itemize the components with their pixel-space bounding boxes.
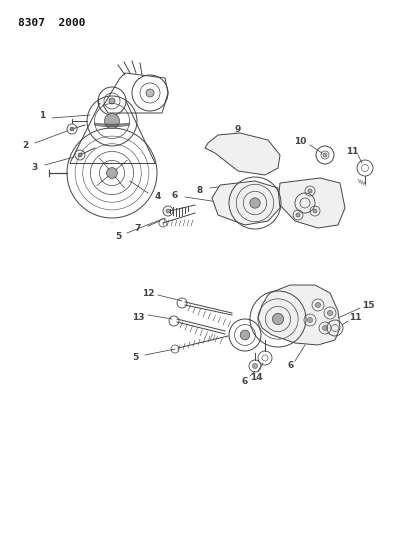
- Text: 7: 7: [135, 223, 141, 232]
- Text: 6: 6: [241, 376, 247, 385]
- Circle shape: [146, 89, 154, 97]
- Text: 10: 10: [293, 136, 306, 146]
- Circle shape: [322, 153, 326, 157]
- Circle shape: [327, 311, 332, 316]
- Text: 11: 11: [345, 147, 357, 156]
- Circle shape: [307, 318, 312, 322]
- Circle shape: [322, 326, 327, 330]
- Circle shape: [312, 209, 316, 213]
- Circle shape: [307, 189, 311, 193]
- Text: 12: 12: [142, 288, 154, 297]
- Text: 8307  2000: 8307 2000: [18, 18, 85, 28]
- Circle shape: [272, 313, 283, 325]
- Circle shape: [249, 198, 260, 208]
- Text: 6: 6: [287, 360, 293, 369]
- Polygon shape: [211, 181, 279, 225]
- Circle shape: [70, 127, 74, 131]
- Text: 4: 4: [155, 191, 161, 200]
- Circle shape: [166, 209, 170, 213]
- Text: 8: 8: [196, 185, 202, 195]
- Text: 13: 13: [131, 313, 144, 322]
- Text: 9: 9: [234, 125, 240, 133]
- Text: 11: 11: [348, 313, 360, 322]
- Circle shape: [240, 330, 249, 340]
- Text: 1: 1: [39, 110, 45, 119]
- Text: 5: 5: [132, 353, 138, 362]
- Circle shape: [315, 303, 320, 308]
- Text: 5: 5: [115, 231, 121, 240]
- Circle shape: [295, 213, 299, 217]
- Text: 15: 15: [361, 301, 373, 310]
- Polygon shape: [257, 285, 339, 345]
- Circle shape: [78, 153, 82, 157]
- Text: 14: 14: [249, 373, 262, 382]
- Circle shape: [106, 167, 117, 179]
- Circle shape: [104, 114, 119, 128]
- Polygon shape: [277, 178, 344, 228]
- Text: 3: 3: [32, 163, 38, 172]
- Circle shape: [109, 98, 115, 104]
- Text: 6: 6: [171, 190, 178, 199]
- Polygon shape: [204, 133, 279, 175]
- Text: 2: 2: [22, 141, 28, 149]
- Circle shape: [252, 364, 257, 368]
